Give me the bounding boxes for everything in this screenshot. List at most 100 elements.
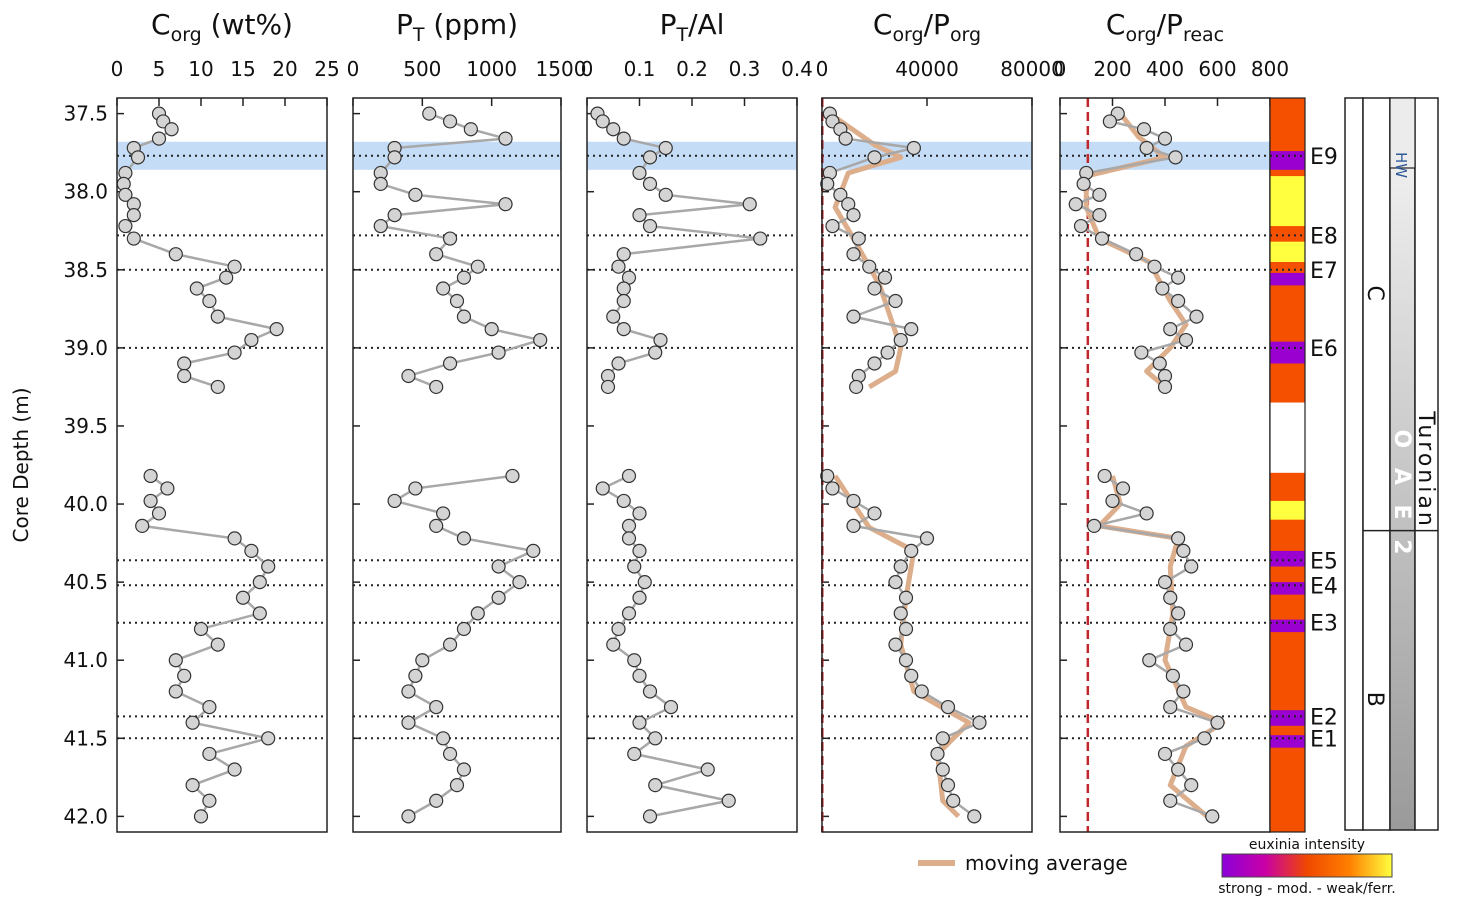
- data-point: [1171, 270, 1186, 285]
- data-point: [1147, 259, 1162, 274]
- data-point: [463, 122, 478, 137]
- data-point: [491, 345, 506, 360]
- title-part: (ppm): [424, 8, 518, 41]
- data-point: [867, 150, 882, 165]
- data-point: [1189, 309, 1204, 324]
- data-point: [1168, 150, 1183, 165]
- data-point: [616, 131, 631, 146]
- data-point: [1094, 231, 1110, 246]
- y-tick-label: 39.5: [63, 414, 108, 438]
- data-point: [632, 506, 647, 521]
- data-point: [429, 699, 444, 715]
- data-point: [838, 131, 853, 146]
- data-point: [1163, 621, 1178, 637]
- data-point: [456, 309, 472, 324]
- data-point: [1163, 699, 1178, 715]
- data-point: [1139, 506, 1154, 521]
- title-part: org: [1125, 24, 1156, 46]
- data-point: [168, 684, 183, 699]
- x-tick-label: 15: [230, 57, 255, 81]
- y-tick-label: 39.0: [63, 336, 108, 360]
- title-part: C: [1106, 8, 1126, 41]
- data-point: [940, 778, 956, 793]
- euxinia-segment: [1270, 582, 1305, 596]
- x-tick-label: 0: [816, 57, 829, 81]
- data-point: [442, 637, 458, 652]
- data-point: [151, 131, 167, 146]
- x-tick-label: 5: [153, 57, 166, 81]
- data-point: [825, 218, 840, 234]
- unit-label: B: [1362, 692, 1387, 707]
- data-point: [449, 293, 465, 309]
- data-point: [456, 270, 472, 285]
- data-point: [415, 653, 430, 668]
- data-point: [491, 590, 506, 605]
- euxinia-segment: [1270, 176, 1305, 227]
- legend-label: moving average: [965, 851, 1128, 875]
- data-point: [637, 575, 652, 590]
- event-label: E2: [1310, 705, 1338, 730]
- data-point: [408, 668, 423, 683]
- data-point: [642, 809, 658, 824]
- data-point: [126, 208, 141, 223]
- title-part: T: [412, 24, 425, 46]
- data-point: [1178, 332, 1194, 348]
- title-part: org: [892, 24, 923, 46]
- data-point: [202, 746, 217, 762]
- hw-label: HW: [1392, 152, 1410, 178]
- event-label: E6: [1310, 337, 1338, 362]
- euxinia-segment: [1270, 151, 1305, 171]
- data-point: [893, 332, 908, 348]
- data-point: [429, 379, 444, 395]
- data-point: [846, 518, 861, 534]
- data-point: [456, 762, 472, 777]
- data-point: [627, 653, 642, 668]
- x-tick-label: 0.4: [781, 57, 813, 81]
- data-point: [512, 575, 527, 590]
- data-point: [168, 653, 183, 668]
- x-tick-label: 1500: [536, 57, 587, 81]
- data-point: [252, 575, 267, 590]
- data-point: [642, 218, 658, 234]
- data-point: [1068, 197, 1083, 212]
- data-point: [1163, 793, 1178, 808]
- data-point: [888, 575, 903, 590]
- data-point: [904, 543, 919, 558]
- data-point: [632, 543, 647, 558]
- data-point: [422, 106, 437, 121]
- data-point: [898, 590, 914, 605]
- data-point: [1205, 809, 1220, 824]
- data-point: [193, 809, 209, 824]
- data-point: [202, 699, 217, 715]
- data-point: [658, 187, 673, 202]
- data-point: [442, 746, 458, 762]
- data-point: [429, 247, 444, 262]
- euxinia-segment: [1270, 710, 1305, 727]
- y-tick-label: 40.0: [63, 492, 108, 516]
- y-tick-label: 42.0: [63, 804, 108, 828]
- connector-line: [596, 112, 761, 818]
- data-point: [118, 218, 133, 234]
- data-point: [1165, 668, 1180, 683]
- data-point: [919, 531, 935, 546]
- data-point: [227, 762, 242, 777]
- x-tick-label: 0: [111, 57, 124, 81]
- panel-title: Corg (wt%): [151, 8, 293, 46]
- euxinia-segment: [1270, 472, 1305, 502]
- euxinia-segment: [1270, 261, 1305, 274]
- x-tick-label: 40000: [895, 57, 959, 81]
- data-point: [1142, 653, 1157, 668]
- data-point: [164, 122, 179, 137]
- bracket-column: [1344, 97, 1364, 831]
- y-tick-label: 40.5: [63, 570, 108, 594]
- x-tick-label: 20: [272, 57, 297, 81]
- data-point: [627, 559, 642, 574]
- data-point: [621, 531, 637, 546]
- data-point: [244, 543, 259, 558]
- data-point: [658, 140, 673, 156]
- data-point: [470, 259, 485, 274]
- x-tick-label: 0: [581, 57, 594, 81]
- data-point: [202, 293, 217, 309]
- data-point: [210, 379, 225, 395]
- data-point: [185, 778, 200, 793]
